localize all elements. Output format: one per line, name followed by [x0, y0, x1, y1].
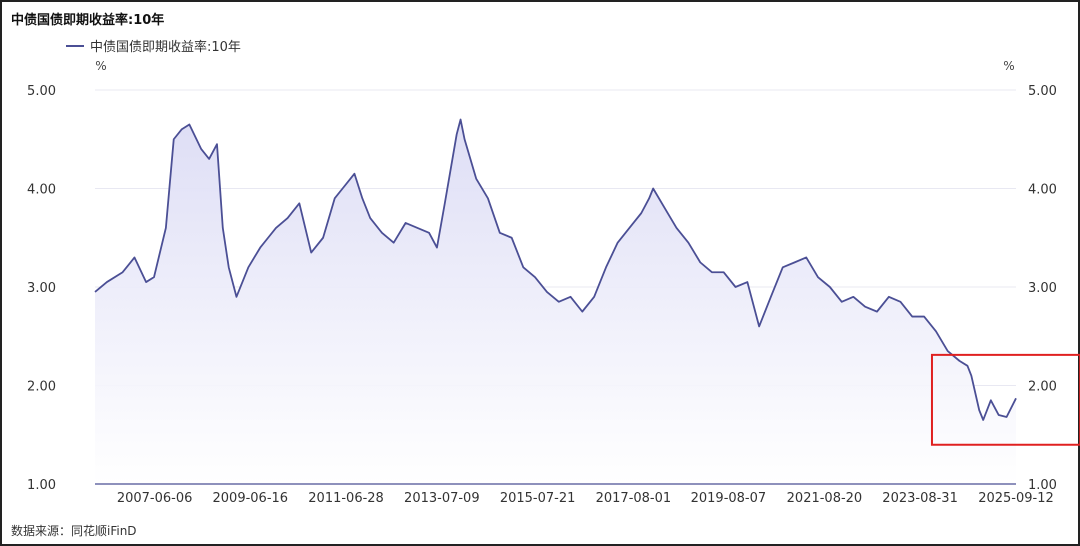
y-tick-label-right: 3.00: [1028, 281, 1057, 296]
chart-title: 中债国债即期收益率:10年: [11, 13, 165, 28]
x-tick-label: 2025-09-12: [978, 491, 1054, 506]
y-tick-label-right: 2.00: [1028, 380, 1057, 395]
x-tick-label: 2023-08-31: [882, 491, 958, 506]
y-unit-left: %: [95, 59, 106, 73]
y-tick-label-right: 5.00: [1028, 84, 1057, 99]
y-tick-label-right: 4.00: [1028, 183, 1057, 198]
x-tick-label: 2011-06-28: [308, 491, 384, 506]
series-area: [95, 119, 1016, 485]
x-tick-label: 2013-07-09: [404, 491, 480, 506]
y-tick-label-left: 2.00: [27, 380, 56, 395]
y-tick-label-right: 1.00: [1028, 478, 1057, 493]
y-tick-label-left: 4.00: [27, 183, 56, 198]
x-tick-label: 2009-06-16: [213, 491, 289, 506]
y-tick-label-left: 1.00: [27, 478, 56, 493]
highlight-box: [930, 353, 1080, 446]
legend[interactable]: 中债国债即期收益率:10年: [66, 36, 241, 55]
legend-swatch: [66, 44, 84, 47]
x-tick-label: 2007-06-06: [117, 491, 193, 506]
x-tick-label: 2017-08-01: [596, 491, 672, 506]
y-unit-right: %: [1003, 59, 1014, 73]
y-tick-label-left: 3.00: [27, 281, 56, 296]
x-tick-label: 2015-07-21: [500, 491, 576, 506]
series-line: [94, 118, 1017, 421]
x-tick-label: 2021-08-20: [787, 491, 863, 506]
data-source: 数据来源：同花顺iFinD: [11, 524, 137, 538]
legend-label: 中债国债即期收益率:10年: [90, 40, 241, 55]
y-tick-label-left: 5.00: [27, 84, 56, 99]
x-tick-label: 2019-08-07: [691, 491, 767, 506]
